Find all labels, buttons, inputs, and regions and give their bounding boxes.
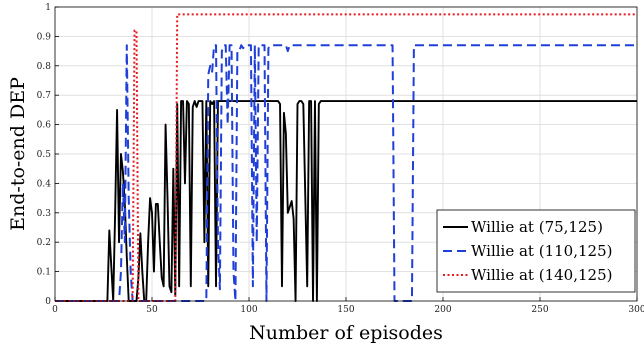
grid-lines — [55, 7, 637, 301]
x-tick-label: 100 — [240, 305, 257, 315]
y-tick-label: 0.9 — [37, 32, 52, 42]
x-tick-label: 300 — [628, 305, 644, 315]
x-axis-label: Number of episodes — [249, 322, 443, 344]
x-tick-label: 0 — [52, 305, 58, 315]
series-line-3 — [55, 13, 637, 302]
legend-label-series-2: Willie at (110,125) — [471, 242, 612, 260]
y-tick-label: 0 — [45, 297, 51, 307]
x-tick-label: 150 — [337, 305, 354, 315]
y-tick-label: 1 — [45, 3, 51, 13]
x-tick-label: 50 — [146, 305, 158, 315]
y-tick-label: 0.3 — [37, 209, 52, 219]
y-tick-label: 0.7 — [37, 91, 52, 101]
legend-box — [436, 209, 636, 293]
y-axis-label: End-to-end DEP — [7, 77, 29, 231]
y-tick-label: 0.5 — [37, 150, 52, 160]
axis-ticks: 0 50 100 150 200 250 300 0 0.1 0.2 0.3 0.4 0.5 0.6 0.7… — [37, 3, 644, 315]
legend-label-series-3: Willie at (140,125) — [471, 266, 612, 284]
x-tick-label: 250 — [531, 305, 548, 315]
y-tick-label: 0.6 — [37, 121, 52, 131]
legend: Willie at (75,125) Willie at (110,125) W… — [436, 209, 636, 293]
x-tick-label: 200 — [434, 305, 451, 315]
y-tick-label: 0.4 — [37, 179, 52, 189]
legend-label-series-1: Willie at (75,125) — [471, 218, 603, 236]
y-tick-label: 0.8 — [37, 62, 52, 72]
y-tick-label: 0.1 — [37, 268, 51, 278]
y-tick-label: 0.2 — [37, 238, 51, 248]
